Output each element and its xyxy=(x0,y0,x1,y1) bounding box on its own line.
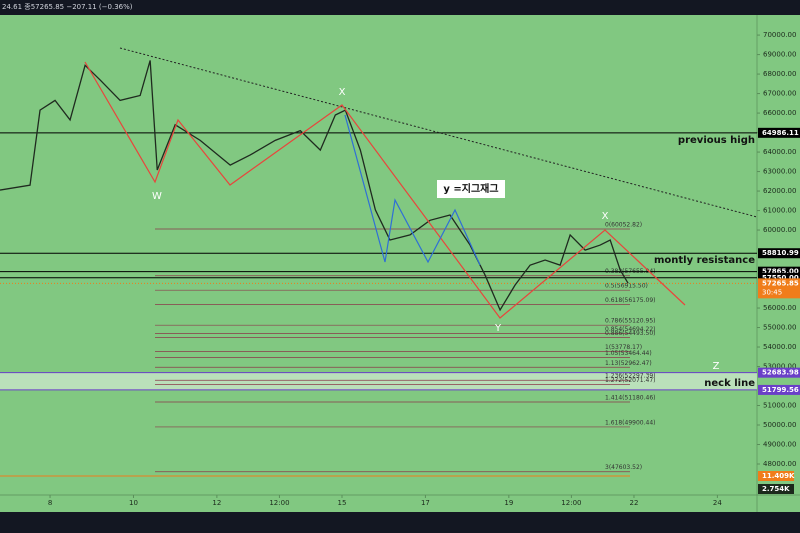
volume-tag-label: 11.409K xyxy=(762,472,795,480)
volume-tag xyxy=(758,484,794,494)
price-tag-label: 51799.56 xyxy=(762,386,799,394)
x-tick-label: 22 xyxy=(630,499,639,507)
wave-label: Z xyxy=(713,361,720,372)
fib-label: 0.886(54493.50) xyxy=(605,330,656,337)
y-tick-label: 64000.00 xyxy=(763,148,796,156)
fib-label: 1.13(52962.47) xyxy=(605,360,652,367)
volume-tag-label: 2.754K xyxy=(762,485,790,493)
y-tick-label: 63000.00 xyxy=(763,168,796,176)
fib-label: 0.786(55120.95) xyxy=(605,318,656,325)
y-tick-label: 69000.00 xyxy=(763,51,796,59)
wave-label: Y xyxy=(494,323,502,334)
price-tag-label: 52683.98 xyxy=(762,369,799,377)
last-price-label: 57265.85 xyxy=(762,279,799,287)
wave-label: W xyxy=(152,191,162,202)
volume-tag xyxy=(758,471,794,481)
price-tag xyxy=(758,248,800,259)
price-tag-label: 57550.00 xyxy=(762,274,799,282)
y-tick-label: 60000.00 xyxy=(763,226,796,234)
y-tick-label: 68000.00 xyxy=(763,70,796,78)
x-tick-label: 15 xyxy=(338,499,347,507)
x-tick-label: 19 xyxy=(504,499,513,507)
y-tick-label: 66000.00 xyxy=(763,109,796,117)
fib-label: 1.272(52071.47) xyxy=(605,377,656,384)
fib-label: 0.618(56175.09) xyxy=(605,297,656,304)
price-tag xyxy=(758,266,800,277)
fib-label: 1.05(53464.44) xyxy=(605,350,652,357)
wave-label: X xyxy=(339,87,346,98)
y-tick-label: 56000.00 xyxy=(763,304,796,312)
x-tick-label: 10 xyxy=(129,499,138,507)
fib-label: 1(53778.17) xyxy=(605,344,642,351)
price-tag xyxy=(758,272,800,283)
annotation: neck line xyxy=(704,378,755,389)
fib-label: 0.854(54694.22) xyxy=(605,326,656,333)
fib-label: 3(47603.52) xyxy=(605,464,642,471)
y-tick-label: 54000.00 xyxy=(763,343,796,351)
y-tick-label: 62000.00 xyxy=(763,187,796,195)
fib-label: 0(60052.82) xyxy=(605,222,642,229)
trendline xyxy=(119,47,758,218)
x-tick-label: 24 xyxy=(713,499,722,507)
price-tag-label: 58810.99 xyxy=(762,249,799,257)
zigzag-inner xyxy=(344,114,481,266)
fib-label: 1.236(52297.39) xyxy=(605,373,656,380)
price-tag-label: 57865.00 xyxy=(762,268,799,276)
price-tag-label: 64986.11 xyxy=(762,129,799,137)
legend-box xyxy=(437,180,505,198)
wave-label: X xyxy=(602,211,609,222)
y-tick-label: 67000.00 xyxy=(763,90,796,98)
y-tick-label: 48000.00 xyxy=(763,460,796,468)
y-tick-label: 61000.00 xyxy=(763,207,796,215)
x-tick-label: 12:00 xyxy=(269,499,289,507)
y-tick-label: 50000.00 xyxy=(763,421,796,429)
x-tick-label: 8 xyxy=(48,499,52,507)
x-tick-label: 12 xyxy=(212,499,221,507)
fib-label: 1.618(49900.44) xyxy=(605,419,656,426)
x-tick-label: 17 xyxy=(421,499,430,507)
price-tag xyxy=(758,127,800,138)
price-tag xyxy=(758,384,800,395)
header-text: 24.61 종57265.85 −207.11 (−0.36%) xyxy=(2,3,133,11)
y-tick-label: 49000.00 xyxy=(763,441,796,449)
y-tick-label: 70000.00 xyxy=(763,31,796,39)
price-tag xyxy=(758,367,800,378)
x-tick-label: 12:00 xyxy=(561,499,581,507)
countdown: 30:45 xyxy=(762,288,782,296)
y-tick-label: 55000.00 xyxy=(763,324,796,332)
fib-label: 0.5(56915.50) xyxy=(605,283,648,290)
neck-band xyxy=(0,372,757,390)
annotation: previous high xyxy=(678,135,755,146)
y-tick-label: 53000.00 xyxy=(763,363,796,371)
annotation: y =지그재그 xyxy=(443,182,498,195)
fib-label: 1.414(51180.46) xyxy=(605,394,656,401)
zigzag xyxy=(84,61,686,319)
annotation: montly resistance xyxy=(654,255,755,266)
last-price-tag xyxy=(758,278,800,299)
y-tick-label: 51000.00 xyxy=(763,402,796,410)
